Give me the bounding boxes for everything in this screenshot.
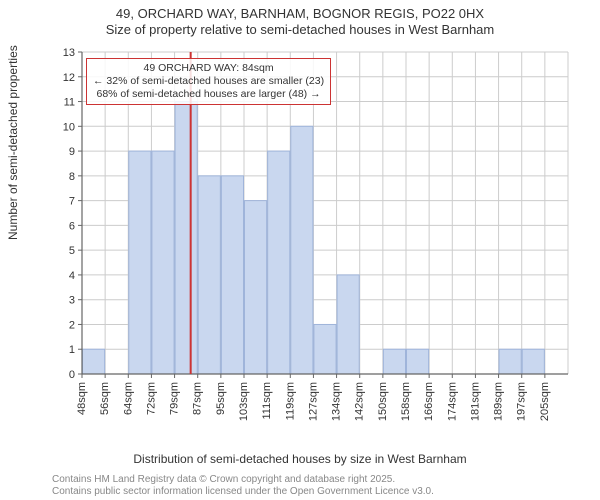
bar (268, 151, 290, 374)
bar (245, 201, 267, 374)
x-tick-label: 111sqm (261, 382, 273, 420)
x-tick-label: 174sqm (446, 382, 458, 421)
annotation-line-3: 68% of semi-detached houses are larger (… (93, 88, 324, 101)
plot-area: 01234567891011121348sqm56sqm64sqm72sqm79… (52, 44, 572, 434)
x-tick-label: 72sqm (145, 382, 157, 415)
credits: Contains HM Land Registry data © Crown c… (52, 474, 434, 498)
x-tick-label: 197sqm (516, 382, 528, 421)
x-tick-label: 127sqm (307, 382, 319, 421)
bar (221, 176, 243, 374)
svg-text:8: 8 (69, 171, 75, 183)
annotation-line-2: ← 32% of semi-detached houses are smalle… (93, 75, 324, 88)
bar (175, 102, 197, 374)
title-line-1: 49, ORCHARD WAY, BARNHAM, BOGNOR REGIS, … (0, 6, 600, 22)
svg-text:3: 3 (69, 295, 75, 307)
bar (152, 151, 174, 374)
bar (198, 176, 220, 374)
svg-text:13: 13 (63, 47, 75, 59)
bar (314, 324, 336, 374)
bar (291, 126, 313, 374)
bar (129, 151, 151, 374)
chart-titles: 49, ORCHARD WAY, BARNHAM, BOGNOR REGIS, … (0, 0, 600, 39)
credits-line-1: Contains HM Land Registry data © Crown c… (52, 474, 434, 486)
annotation-line-1: 49 ORCHARD WAY: 84sqm (93, 62, 324, 75)
svg-text:7: 7 (69, 196, 75, 208)
x-tick-label: 79sqm (169, 382, 181, 415)
svg-text:9: 9 (69, 146, 75, 158)
x-tick-label: 64sqm (122, 382, 134, 415)
chart-root: 49, ORCHARD WAY, BARNHAM, BOGNOR REGIS, … (0, 0, 600, 500)
x-tick-label: 205sqm (539, 382, 551, 421)
x-tick-label: 142sqm (354, 382, 366, 421)
x-tick-label: 189sqm (493, 382, 505, 421)
bar (522, 349, 544, 374)
svg-text:11: 11 (64, 97, 75, 109)
bar (407, 349, 429, 374)
svg-text:0: 0 (69, 369, 75, 381)
bar (337, 275, 359, 374)
x-tick-label: 181sqm (469, 382, 481, 421)
y-axis-label: Number of semi-detached properties (6, 45, 20, 240)
svg-text:6: 6 (69, 220, 75, 232)
title-line-2: Size of property relative to semi-detach… (0, 22, 600, 38)
x-tick-label: 87sqm (192, 382, 204, 415)
svg-text:4: 4 (69, 270, 75, 282)
x-tick-label: 158sqm (400, 382, 412, 421)
x-tick-label: 56sqm (99, 382, 111, 415)
x-tick-label: 166sqm (423, 382, 435, 421)
bar (499, 349, 521, 374)
svg-text:10: 10 (63, 121, 75, 133)
svg-text:12: 12 (63, 72, 75, 84)
x-axis-label: Distribution of semi-detached houses by … (0, 452, 600, 466)
annotation-box: 49 ORCHARD WAY: 84sqm ← 32% of semi-deta… (86, 58, 331, 105)
x-tick-label: 103sqm (238, 382, 250, 421)
credits-line-2: Contains public sector information licen… (52, 486, 434, 498)
x-tick-label: 95sqm (215, 382, 227, 415)
x-tick-label: 48sqm (76, 382, 88, 415)
svg-text:2: 2 (69, 319, 75, 331)
x-tick-label: 150sqm (377, 382, 389, 421)
svg-text:1: 1 (69, 344, 75, 356)
x-tick-label: 134sqm (331, 382, 343, 421)
x-tick-label: 119sqm (284, 382, 296, 420)
svg-text:5: 5 (69, 245, 75, 257)
bar (83, 349, 105, 374)
bar (383, 349, 405, 374)
